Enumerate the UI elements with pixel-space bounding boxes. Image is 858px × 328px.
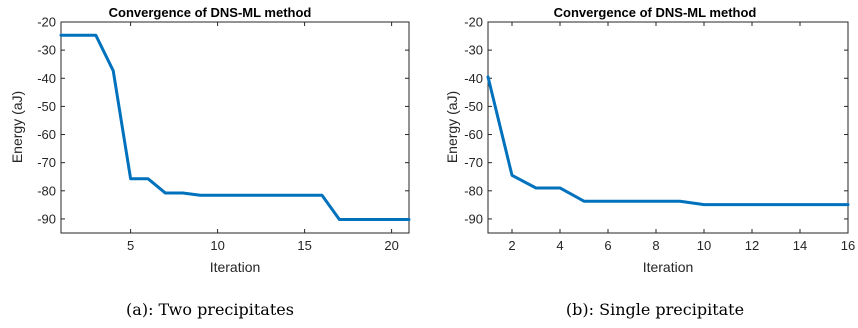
x-tick-label: 4 <box>556 238 563 253</box>
y-tick-label: -30 <box>37 43 56 58</box>
plot-frame <box>60 21 410 234</box>
x-tick-label: 15 <box>297 238 311 253</box>
x-tick-label: 10 <box>210 238 224 253</box>
y-tick-label: -20 <box>464 15 483 30</box>
y-tick-label: -50 <box>37 99 56 114</box>
x-tick-group: 2 4 6 8 10 12 14 16 <box>508 22 855 253</box>
y-tick-group: -20 -30 -40 -50 -60 -70 -80 -90 <box>37 15 409 226</box>
chart-panel-single-precipitate: Convergence of DNS-ML method -20 -30 -40 -5… <box>444 5 855 319</box>
x-tick-label: 12 <box>745 238 759 253</box>
chart-title: Convergence of DNS-ML method <box>109 5 312 20</box>
x-tick-label: 14 <box>793 238 807 253</box>
y-axis-label: Energy (aJ) <box>9 91 25 163</box>
y-tick-label: -50 <box>464 99 483 114</box>
y-tick-label: -40 <box>37 71 56 86</box>
x-tick-label: 8 <box>652 238 659 253</box>
x-tick-label: 2 <box>508 238 515 253</box>
y-axis-label: Energy (aJ) <box>444 91 460 163</box>
figure-caption: (a): Two precipitates <box>126 300 294 319</box>
series-line <box>486 75 850 207</box>
x-tick-label: 16 <box>841 238 855 253</box>
y-tick-label: -60 <box>37 127 56 142</box>
series-line <box>59 33 411 221</box>
y-tick-label: -80 <box>37 183 56 198</box>
chart-panel-two-precipitates: Convergence of DNS-ML method -20 -30 -40 -5… <box>9 5 411 319</box>
y-tick-label: -40 <box>464 71 483 86</box>
x-tick-label: 6 <box>604 238 611 253</box>
y-tick-label: -90 <box>37 211 56 226</box>
x-tick-label: 20 <box>384 238 398 253</box>
y-tick-label: -80 <box>464 183 483 198</box>
figure-caption: (b): Single precipitate <box>566 300 744 319</box>
x-tick-group: 5 10 15 20 <box>127 22 399 253</box>
x-tick-label: 10 <box>697 238 711 253</box>
y-tick-label: -30 <box>464 43 483 58</box>
x-tick-label: 5 <box>127 238 134 253</box>
y-tick-label: -20 <box>37 15 56 30</box>
y-tick-label: -70 <box>37 155 56 170</box>
x-axis-label: Iteration <box>643 259 694 275</box>
y-tick-label: -60 <box>464 127 483 142</box>
x-axis-label: Iteration <box>210 259 261 275</box>
chart-title: Convergence of DNS-ML method <box>554 5 757 20</box>
y-tick-group: -20 -30 -40 -50 -60 -70 -80 -90 <box>464 15 848 226</box>
plot-frame <box>487 21 849 234</box>
y-tick-label: -90 <box>464 211 483 226</box>
y-tick-label: -70 <box>464 155 483 170</box>
